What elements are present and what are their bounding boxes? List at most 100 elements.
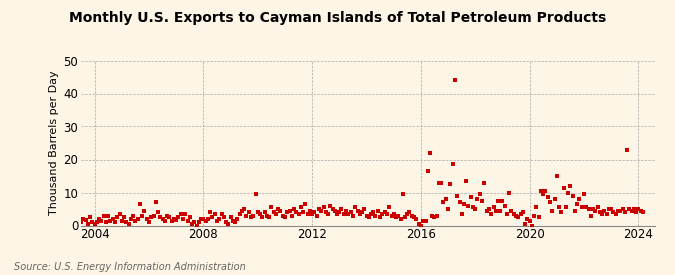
Point — [339, 212, 350, 216]
Point — [386, 213, 397, 218]
Point — [458, 202, 469, 206]
Point — [291, 210, 302, 214]
Point — [472, 197, 483, 201]
Point — [531, 205, 542, 210]
Point — [157, 217, 168, 221]
Point — [159, 218, 170, 223]
Point — [610, 212, 621, 216]
Point — [408, 215, 419, 219]
Point — [74, 221, 84, 225]
Point — [585, 213, 596, 218]
Point — [450, 78, 460, 82]
Point — [461, 179, 472, 183]
Point — [82, 222, 93, 226]
Point — [438, 200, 449, 205]
Point — [518, 210, 529, 214]
Point — [406, 213, 417, 218]
Point — [373, 208, 383, 213]
Point — [490, 208, 501, 213]
Point — [225, 215, 236, 219]
Point — [209, 212, 220, 216]
Point — [273, 207, 284, 211]
Point — [483, 207, 494, 211]
Point — [348, 213, 358, 218]
Point — [599, 208, 610, 213]
Point — [178, 217, 188, 221]
Point — [64, 220, 75, 224]
Point — [239, 207, 250, 211]
Point — [325, 204, 335, 208]
Point — [463, 204, 474, 208]
Point — [302, 212, 313, 216]
Point — [241, 213, 252, 218]
Point — [91, 220, 102, 224]
Point — [114, 212, 125, 216]
Point — [295, 205, 306, 210]
Point — [626, 208, 637, 213]
Point — [545, 200, 556, 205]
Point — [246, 215, 256, 219]
Point — [506, 208, 517, 213]
Point — [105, 218, 116, 223]
Point — [71, 222, 82, 227]
Point — [436, 180, 447, 185]
Point — [151, 200, 161, 205]
Point — [218, 215, 229, 219]
Point — [281, 210, 292, 214]
Point — [346, 210, 356, 214]
Point — [198, 217, 209, 221]
Point — [202, 217, 213, 221]
Point — [359, 207, 370, 211]
Point — [257, 215, 268, 219]
Point — [323, 212, 333, 216]
Point — [298, 210, 308, 214]
Point — [411, 217, 422, 221]
Point — [334, 210, 345, 214]
Point — [574, 197, 585, 201]
Point — [452, 194, 462, 198]
Point — [155, 215, 166, 219]
Text: Source: U.S. Energy Information Administration: Source: U.S. Energy Information Administ… — [14, 262, 245, 272]
Point — [109, 219, 120, 224]
Point — [80, 217, 91, 222]
Point — [232, 217, 243, 221]
Point — [184, 215, 195, 219]
Point — [146, 215, 157, 219]
Point — [597, 212, 608, 216]
Point — [341, 208, 352, 213]
Point — [617, 207, 628, 211]
Point — [603, 207, 614, 211]
Point — [221, 220, 232, 224]
Point — [538, 192, 549, 196]
Point — [137, 213, 148, 218]
Point — [261, 213, 272, 218]
Point — [479, 180, 489, 185]
Point — [551, 174, 562, 178]
Point — [268, 210, 279, 214]
Point — [366, 212, 377, 216]
Point — [293, 212, 304, 216]
Point — [497, 199, 508, 203]
Point — [547, 208, 558, 213]
Point — [475, 192, 485, 196]
Point — [565, 184, 576, 188]
Point — [377, 212, 387, 216]
Point — [502, 212, 512, 216]
Point — [166, 218, 177, 223]
Point — [606, 207, 617, 211]
Point — [112, 215, 123, 219]
Point — [425, 151, 435, 155]
Point — [264, 215, 275, 219]
Point — [101, 220, 111, 224]
Point — [171, 217, 182, 222]
Point — [169, 217, 180, 221]
Point — [182, 218, 193, 223]
Point — [309, 210, 320, 214]
Point — [321, 210, 331, 214]
Point — [470, 207, 481, 211]
Point — [529, 213, 540, 218]
Point — [234, 212, 245, 216]
Point — [588, 207, 599, 211]
Point — [540, 189, 551, 193]
Point — [162, 213, 173, 218]
